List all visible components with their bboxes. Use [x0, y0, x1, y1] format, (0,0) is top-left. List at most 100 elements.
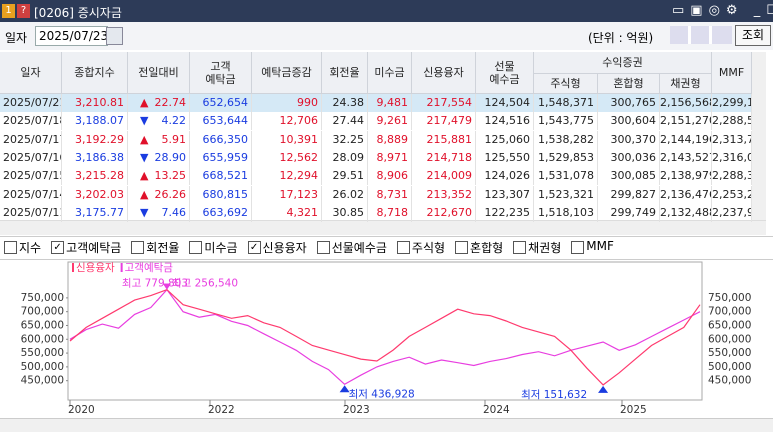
table-cell: 123,307	[476, 185, 534, 204]
y2-tick-label: 600,000	[708, 333, 751, 345]
bottom-scrollbar[interactable]	[0, 418, 773, 432]
checkbox-label: MMF	[586, 239, 614, 253]
checkbox[interactable]	[396, 241, 410, 254]
table-cell: 300,036	[598, 148, 660, 167]
table-cell: 125,060	[476, 130, 534, 149]
checkbox-label: 주식형	[411, 241, 446, 255]
view-buttons[interactable]	[670, 26, 732, 44]
window-controls[interactable]: ▭▣◎⚙ _☐✕	[672, 3, 773, 18]
table-cell: 217,554	[412, 94, 476, 112]
table-cell: 655,959	[190, 148, 252, 167]
table-cell: 32.25	[322, 130, 368, 149]
table-cell: 2,288,5	[712, 112, 752, 131]
column-header: 전일대비	[128, 52, 190, 94]
y2-tick-label: 450,000	[708, 375, 751, 387]
table-cell: 12,562	[252, 148, 322, 167]
annotation: 최저 436,928	[349, 388, 415, 400]
y-tick-label: 700,000	[21, 306, 64, 318]
checkbox[interactable]: ✓	[51, 241, 65, 254]
help[interactable]: ?	[17, 4, 30, 18]
table-cell: 680,815	[190, 185, 252, 204]
column-header: 주식형	[534, 74, 598, 94]
column-header: 고객 예탁금	[190, 52, 252, 94]
table-cell: 8,971	[368, 148, 412, 167]
checkbox-label: 회전율	[146, 241, 180, 255]
table-cell: 300,085	[598, 167, 660, 186]
checkbox[interactable]	[513, 241, 527, 254]
table-cell: 28.90	[128, 148, 190, 167]
checkbox[interactable]: ✓	[247, 241, 261, 254]
toolbar	[0, 22, 773, 50]
table-cell: 2,151,270	[660, 112, 712, 131]
table-cell: 9,481	[368, 94, 412, 112]
column-header: 신용융자	[412, 52, 476, 94]
table-cell: 3,188.07	[62, 112, 128, 131]
column-header: 예탁금증감	[252, 52, 322, 94]
checkbox[interactable]	[571, 241, 585, 254]
table-cell: 2,143,527	[660, 148, 712, 167]
table-cell: 1,543,775	[534, 112, 598, 131]
table-cell: 300,604	[598, 112, 660, 131]
table-cell: 2,253,2	[712, 185, 752, 204]
annotation-marker	[598, 385, 609, 393]
plot-frame	[67, 261, 703, 401]
table-cell: 22.74	[128, 94, 190, 112]
table-cell: 124,504	[476, 94, 534, 112]
badge: 1	[2, 4, 15, 18]
checkbox[interactable]	[131, 241, 145, 254]
checkbox-label: 미수금	[204, 241, 238, 255]
legend-swatch	[72, 263, 74, 272]
checkbox[interactable]	[316, 241, 330, 254]
series-line	[69, 289, 701, 386]
h-scrollbar[interactable]	[0, 220, 766, 235]
table-cell: 3,210.81	[62, 94, 128, 112]
table-cell: 2,156,568	[660, 94, 712, 112]
table-cell: 8,731	[368, 185, 412, 204]
legend-swatch	[120, 263, 123, 272]
table-cell: 2,288,3	[712, 167, 752, 186]
table-cell: 9,261	[368, 112, 412, 131]
table-cell: 217,479	[412, 112, 476, 131]
table-cell: 2025/07/21	[0, 94, 62, 112]
table-cell: 666,350	[190, 130, 252, 149]
table-cell: 213,352	[412, 185, 476, 204]
date-input[interactable]: 2025/07/23	[35, 26, 108, 46]
table-cell: 124,026	[476, 167, 534, 186]
checkbox-bar	[0, 236, 773, 260]
x-tick-label: 2023	[343, 404, 370, 416]
table-cell: 4,321	[252, 203, 322, 222]
table-cell: 5.91	[128, 130, 190, 149]
table-cell: 17,123	[252, 185, 322, 204]
column-header: 종합지수	[62, 52, 128, 94]
table-cell: 299,749	[598, 203, 660, 222]
table-cell: 13.25	[128, 167, 190, 186]
table-cell: 652,654	[190, 94, 252, 112]
checkbox[interactable]	[4, 241, 17, 254]
y2-tick-label: 500,000	[708, 361, 751, 373]
checkbox-label: 선물예수금	[331, 241, 387, 255]
table-cell: 2,237,9	[712, 203, 752, 222]
table-cell: ▼	[140, 114, 149, 128]
group-header: 수익증권	[534, 52, 712, 74]
table-cell: 24.38	[322, 94, 368, 112]
table-cell: 4.22	[128, 112, 190, 131]
table-cell: 2,313,7	[712, 130, 752, 149]
table-cell: ▲	[140, 187, 149, 201]
annotation-marker	[162, 283, 171, 290]
table-cell: 2025/07/14	[0, 185, 62, 204]
column-header: 채권형	[660, 74, 712, 94]
v-scrollbar[interactable]	[752, 52, 766, 220]
table-cell: 2,144,196	[660, 130, 712, 149]
y-tick-label: 550,000	[21, 347, 64, 359]
column-header: 미수금	[368, 52, 412, 94]
calendar-button[interactable]	[106, 27, 123, 45]
checkbox[interactable]	[455, 241, 469, 254]
checkbox[interactable]	[189, 241, 203, 254]
table-cell: 122,235	[476, 203, 534, 222]
column-header: 혼합형	[598, 74, 660, 94]
annotation: 최고 256,540	[172, 278, 238, 290]
window-title: [0206] 증시자금	[34, 6, 122, 20]
query-button[interactable]: 조회	[735, 25, 771, 46]
checkbox-label: 혼합형	[470, 241, 504, 255]
table-cell: 26.02	[322, 185, 368, 204]
